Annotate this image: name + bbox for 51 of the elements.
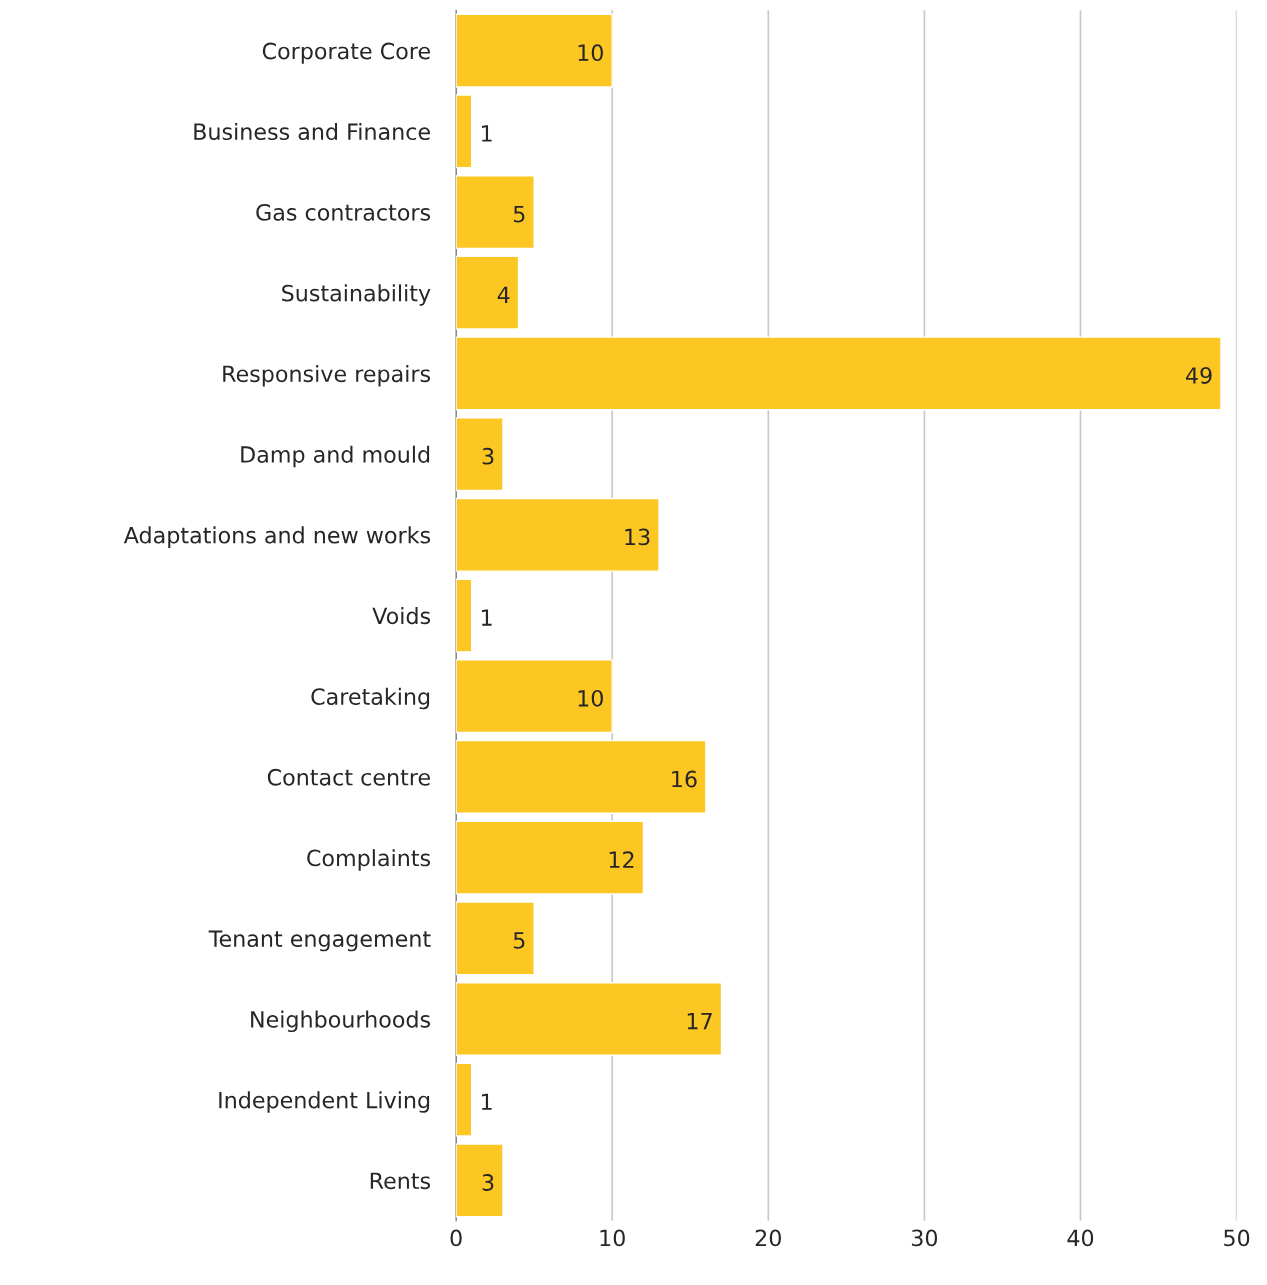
bar: [456, 981, 723, 1057]
bar: [456, 659, 613, 734]
data-label: 16: [672, 770, 697, 788]
data-label: 5: [513, 205, 525, 223]
y-tick-label: Responsive repairs: [223, 364, 431, 387]
data-label: 5: [513, 932, 525, 949]
data-label: 13: [625, 528, 650, 546]
bar: [456, 94, 473, 169]
x-tick-label: 30: [911, 1229, 938, 1247]
y-tick-label: Damp and mould: [241, 445, 430, 468]
x-tick-label: 20: [755, 1229, 781, 1247]
y-tick-label: Rents: [370, 1172, 431, 1190]
y-tick-label: Adaptations and new works: [123, 526, 431, 548]
y-tick-label: Neighbourhoods: [251, 1010, 431, 1033]
data-label: 3: [482, 447, 494, 465]
data-label: 10: [578, 689, 603, 707]
y-tick-label: Voids: [372, 607, 431, 625]
x-tick-label: 40: [1067, 1229, 1094, 1247]
x-tick-label: 50: [1224, 1229, 1250, 1247]
data-label: 1: [481, 609, 492, 626]
bar: [456, 175, 535, 250]
bar: [456, 739, 707, 814]
data-label: 3: [482, 1174, 494, 1191]
data-label: 49: [1185, 367, 1212, 384]
data-label: 1: [481, 125, 492, 142]
bar: [456, 901, 535, 976]
bar: [456, 1062, 473, 1137]
x-tick-label: 10: [600, 1229, 625, 1247]
y-tick-label: Independent Living: [219, 1091, 430, 1113]
y-tick-label: Gas contractors: [256, 203, 431, 221]
y-tick-label: Caretaking: [311, 687, 430, 710]
y-tick-label: Sustainability: [282, 284, 431, 306]
y-tick-label: Corporate Core: [262, 42, 430, 64]
bar: [456, 255, 520, 330]
bar: [456, 336, 1222, 411]
bar: [456, 1143, 504, 1218]
bar: [456, 497, 660, 572]
x-tick-label: 0: [450, 1229, 462, 1247]
bar: [456, 417, 504, 492]
data-label: 17: [687, 1012, 712, 1030]
y-tick-label: Business and Finance: [194, 122, 430, 141]
bar: [456, 578, 473, 653]
y-tick-label: Contact centre: [267, 768, 430, 786]
y-tick-label: Tenant engagement: [208, 930, 431, 952]
bar: [456, 820, 645, 895]
data-label: 4: [497, 286, 510, 303]
bar: [456, 13, 613, 88]
data-label: 12: [609, 851, 634, 868]
data-label: 1: [481, 1093, 492, 1110]
data-label: 10: [578, 44, 603, 62]
y-tick-label: Complaints: [307, 849, 431, 871]
